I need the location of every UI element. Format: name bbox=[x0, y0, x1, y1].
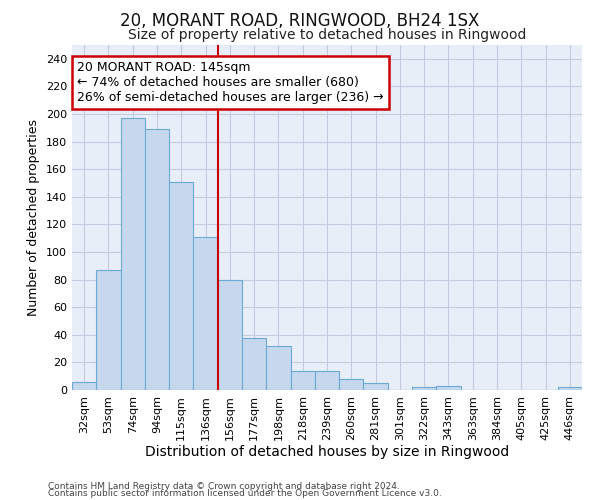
Bar bbox=[315, 370, 339, 390]
Title: Size of property relative to detached houses in Ringwood: Size of property relative to detached ho… bbox=[128, 28, 526, 42]
Bar bbox=[290, 370, 315, 390]
Y-axis label: Number of detached properties: Number of detached properties bbox=[28, 119, 40, 316]
Bar bbox=[72, 382, 96, 390]
Bar bbox=[436, 386, 461, 390]
X-axis label: Distribution of detached houses by size in Ringwood: Distribution of detached houses by size … bbox=[145, 446, 509, 460]
Bar bbox=[412, 387, 436, 390]
Bar bbox=[96, 270, 121, 390]
Text: Contains HM Land Registry data © Crown copyright and database right 2024.: Contains HM Land Registry data © Crown c… bbox=[48, 482, 400, 491]
Bar bbox=[364, 383, 388, 390]
Text: 20 MORANT ROAD: 145sqm
← 74% of detached houses are smaller (680)
26% of semi-de: 20 MORANT ROAD: 145sqm ← 74% of detached… bbox=[77, 60, 384, 104]
Bar bbox=[169, 182, 193, 390]
Bar bbox=[193, 237, 218, 390]
Text: Contains public sector information licensed under the Open Government Licence v3: Contains public sector information licen… bbox=[48, 489, 442, 498]
Bar bbox=[218, 280, 242, 390]
Bar bbox=[121, 118, 145, 390]
Bar bbox=[558, 387, 582, 390]
Bar bbox=[339, 379, 364, 390]
Bar bbox=[242, 338, 266, 390]
Bar bbox=[266, 346, 290, 390]
Bar bbox=[145, 129, 169, 390]
Text: 20, MORANT ROAD, RINGWOOD, BH24 1SX: 20, MORANT ROAD, RINGWOOD, BH24 1SX bbox=[121, 12, 479, 30]
